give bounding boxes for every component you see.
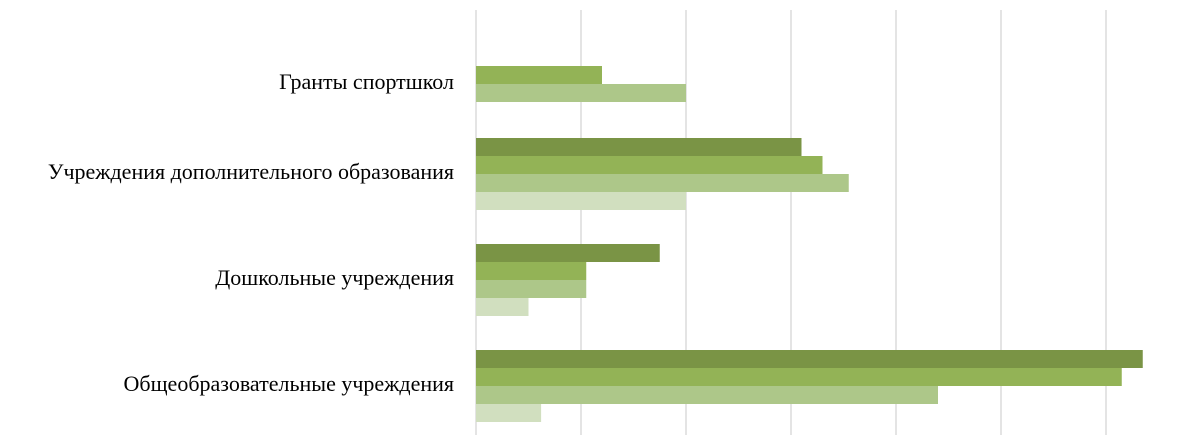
bar-cat2-series0 [476,244,660,262]
bar-cat1-series1 [476,156,823,174]
bar-cat3-series1 [476,368,1122,386]
bar-cat3-series0 [476,350,1143,368]
bar-series [476,66,1143,422]
category-label-1: Учреждения дополнительного образования [48,159,454,184]
bar-cat2-series2 [476,280,587,298]
bar-cat1-series2 [476,174,849,192]
category-label-0: Гранты спортшкол [279,69,454,94]
category-label-2: Дошкольные учреждения [215,265,454,290]
bar-cat2-series1 [476,262,587,280]
bar-cat3-series2 [476,386,938,404]
category-label-3: Общеобразовательные учреждения [124,371,454,396]
bar-cat1-series3 [476,192,686,210]
bar-cat2-series3 [476,298,529,316]
bar-cat1-series0 [476,138,802,156]
bar-cat0-series2 [476,84,686,102]
category-labels: Гранты спортшкол Учреждения дополнительно… [48,69,454,396]
bar-cat3-series3 [476,404,542,422]
bar-cat0-series1 [476,66,602,84]
